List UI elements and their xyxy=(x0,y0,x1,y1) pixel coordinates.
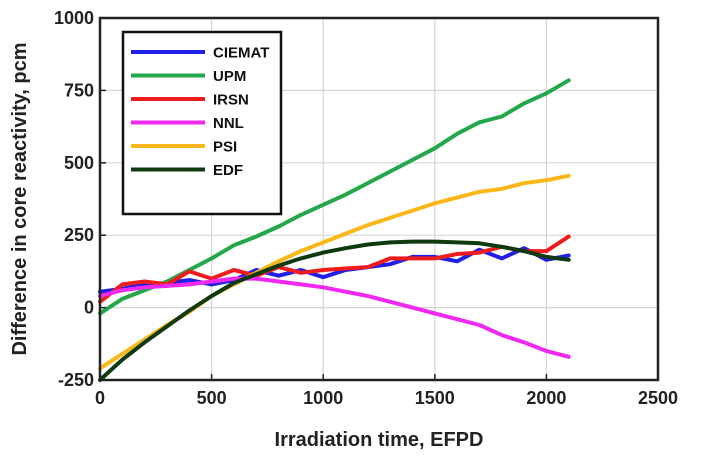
legend-label-edf: EDF xyxy=(213,162,243,179)
y-axis-ticks: -250 0 250 500 750 1000 xyxy=(54,8,106,390)
x-axis-label: Irradiation time, EFPD xyxy=(275,429,484,451)
series-line-nnl xyxy=(98,276,571,359)
legend-label-nnl: NNL xyxy=(213,115,244,132)
y-tick-label: 250 xyxy=(64,225,94,245)
y-tick-label: 750 xyxy=(64,80,94,100)
series-line-ciemat xyxy=(98,246,571,294)
x-tick-label: 500 xyxy=(197,388,227,408)
x-axis-ticks: 0 500 1000 1500 2000 2500 xyxy=(95,374,678,408)
series-line-irsn xyxy=(98,234,571,304)
plot-frame xyxy=(98,16,660,382)
legend-label-upm: UPM xyxy=(213,68,246,85)
legend-label-ciemat: CIEMAT xyxy=(213,45,269,62)
legend: CIEMAT UPM IRSN NNL PSI EDF xyxy=(121,30,283,216)
series-lines xyxy=(98,78,571,382)
x-tick-label: 1500 xyxy=(415,388,455,408)
x-tick-label: 2000 xyxy=(526,388,566,408)
x-tick-label: 1000 xyxy=(303,388,343,408)
y-tick-label: -250 xyxy=(58,370,94,390)
y-tick-label: 0 xyxy=(84,298,94,318)
series-line-edf xyxy=(98,239,571,382)
y-tick-label: 1000 xyxy=(54,8,94,28)
legend-label-psi: PSI xyxy=(213,139,237,156)
x-tick-label: 0 xyxy=(95,388,105,408)
x-tick-label: 2500 xyxy=(638,388,678,408)
y-tick-label: 500 xyxy=(64,153,94,173)
legend-label-irsn: IRSN xyxy=(213,92,249,109)
y-axis-label: Difference in core reactivity, pcm xyxy=(9,42,31,355)
